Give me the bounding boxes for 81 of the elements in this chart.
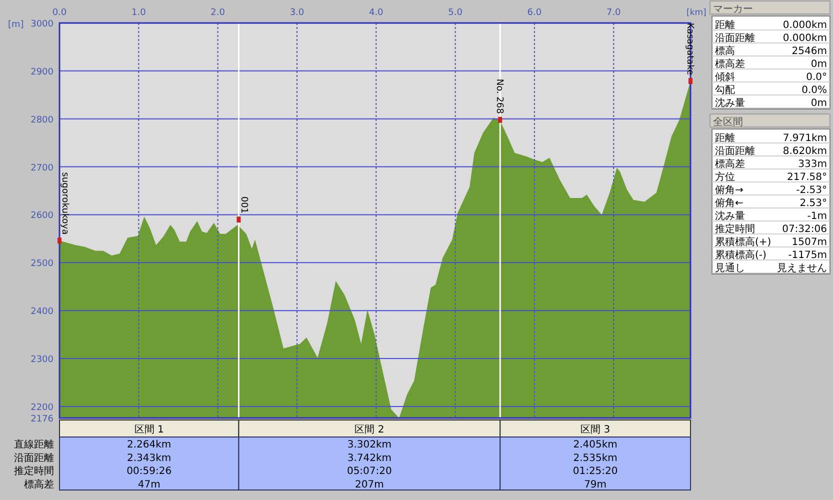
text: 勾配	[715, 84, 735, 96]
text: 見えません	[777, 263, 827, 274]
text: 1507m	[792, 237, 827, 248]
text: 2.343km	[127, 452, 172, 464]
text: 直線距離	[14, 438, 54, 450]
text: 全区間	[713, 116, 743, 128]
text: 2.405km	[573, 440, 618, 450]
text: 0m	[810, 59, 827, 70]
text: 207m	[355, 479, 384, 490]
text: 8.620km	[782, 146, 827, 157]
text: 47m	[138, 479, 160, 490]
text: 2.264km	[127, 440, 172, 450]
x-tick-label: 5.0	[448, 8, 463, 18]
text: 0.000km	[782, 20, 827, 31]
x-tick-label: 7.0	[606, 8, 622, 18]
text: 傾斜	[715, 71, 735, 83]
text: 標高	[715, 45, 735, 57]
text: -1m	[807, 211, 827, 222]
text: 2.53°	[800, 198, 827, 209]
text: 333m	[798, 159, 827, 170]
text: 見通し	[715, 262, 745, 274]
text: 俯角←	[715, 197, 744, 209]
text: 標高差	[715, 58, 745, 70]
y-tick-label: 2700	[30, 163, 54, 174]
text: 区間 3	[580, 424, 610, 436]
text: 3.742km	[347, 452, 392, 464]
text: 01:25:20	[572, 466, 618, 477]
annotation: 001	[238, 196, 249, 214]
text: 7.971km	[782, 133, 827, 144]
text: 俯角→	[715, 184, 744, 196]
text: -2.53°	[796, 185, 827, 196]
y-tick-label: 2900	[30, 67, 54, 78]
x-tick-label: 2.0	[210, 8, 226, 18]
text: 標高差	[715, 158, 745, 170]
text: 沿面距離	[715, 145, 755, 157]
text: 距離	[715, 19, 735, 31]
text: 累積標高(+)	[715, 236, 772, 248]
y-tick-label: 2200	[30, 402, 54, 413]
y-tick-label: 2176	[30, 414, 54, 424]
text: 累積標高(-)	[715, 249, 767, 261]
text: 推定時間	[715, 223, 755, 235]
y-tick-label: 2300	[30, 355, 54, 366]
y-tick-label: 2400	[30, 307, 54, 318]
text: 区間 2	[354, 424, 384, 436]
y-tick-label: 2600	[30, 211, 54, 222]
text: 79m	[584, 479, 607, 490]
y-tick-label: 3000	[30, 20, 54, 30]
text: 3.302km	[347, 440, 392, 450]
text: 0.000km	[782, 33, 827, 44]
text: 沈み量	[715, 210, 745, 222]
x-axis-title: [km]	[686, 8, 706, 18]
text: 00:59:26	[126, 466, 172, 477]
annotation: Kasagatake	[684, 22, 694, 76]
x-tick-label: 3.0	[290, 8, 304, 18]
text: 標高差	[24, 478, 54, 490]
text: 沿面距離	[715, 32, 755, 44]
text: 0m	[810, 98, 827, 109]
y-tick-label: 2500	[30, 259, 54, 270]
text: 2.535km	[573, 452, 618, 464]
text: 方位	[715, 171, 735, 183]
y-axis-title: [m]	[8, 20, 24, 30]
text: 2546m	[792, 46, 827, 57]
text: 沿面距離	[14, 452, 54, 464]
annotation: No. 268	[494, 78, 504, 114]
text: 区間 1	[134, 424, 164, 436]
text: 距離	[715, 132, 735, 144]
text: 217.58°	[787, 172, 827, 183]
x-tick-label: 4.0	[368, 8, 384, 18]
text: 05:07:20	[346, 466, 392, 477]
y-tick-label: 2800	[30, 115, 54, 126]
text: マーカー	[713, 4, 753, 15]
text: -1175m	[788, 250, 827, 261]
text: 推定時間	[14, 465, 54, 477]
x-tick-label: 0.0	[52, 8, 67, 18]
x-tick-label: 6.0	[527, 8, 542, 18]
x-tick-label: 1.0	[132, 8, 146, 18]
text: 07:32:06	[782, 224, 827, 235]
annotation: sugorokukoya	[60, 172, 70, 235]
text: 沈み量	[715, 97, 745, 109]
text: 0.0%	[802, 85, 827, 96]
text: 0.0°	[806, 72, 827, 83]
